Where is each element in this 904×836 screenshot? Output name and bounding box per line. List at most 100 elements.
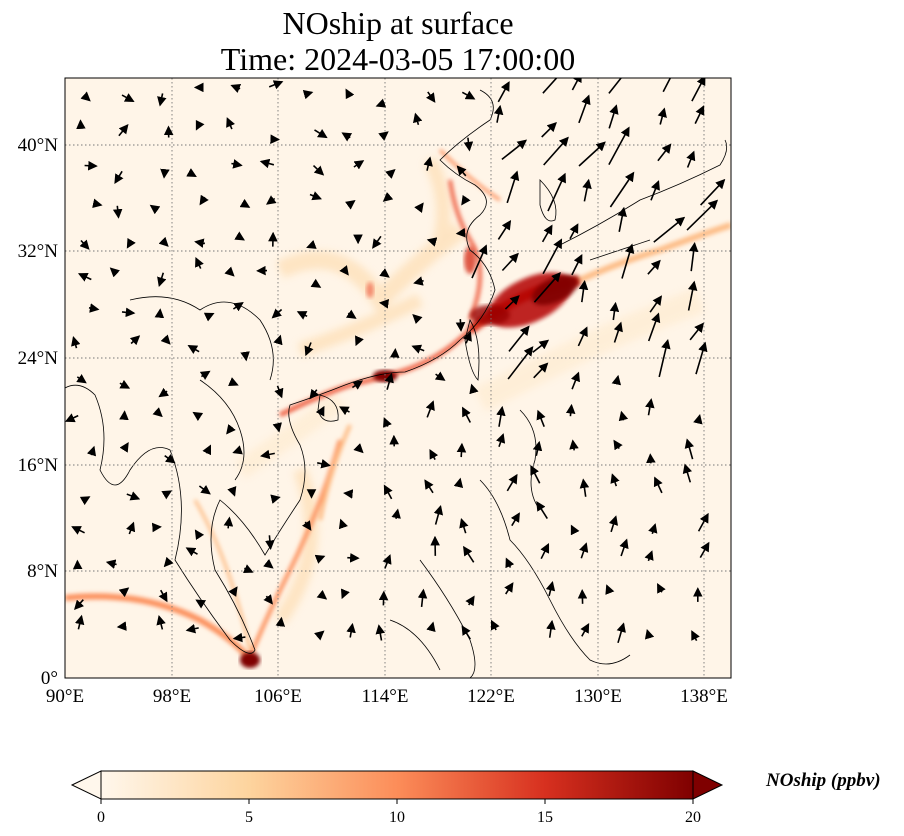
wind-arrow — [688, 242, 699, 272]
wind-arrow — [653, 476, 663, 494]
wind-arrow — [608, 78, 623, 94]
wind-arrow — [545, 580, 556, 597]
wind-arrow — [304, 342, 314, 357]
map-time-subtitle: Time: 2024-03-05 17:00:00 — [220, 41, 576, 77]
wind-arrow — [199, 370, 211, 380]
wind-arrow — [645, 398, 655, 416]
wind-arrow — [644, 550, 654, 562]
wind-arrow — [684, 438, 694, 460]
wind-arrow — [226, 117, 235, 130]
wind-arrow — [497, 81, 510, 103]
wind-arrow — [613, 321, 623, 343]
coastlines — [65, 89, 728, 678]
wind-arrow — [314, 630, 325, 641]
wind-arrow — [542, 78, 558, 94]
wind-arrow — [608, 515, 619, 533]
wind-arrow — [114, 170, 124, 184]
wind-arrow — [510, 512, 520, 527]
wind-arrow — [158, 387, 170, 398]
wind-arrow — [461, 625, 471, 640]
wind-arrow — [232, 632, 246, 643]
wind-arrow — [571, 253, 583, 276]
wind-arrow — [259, 158, 275, 169]
wind-arrow — [425, 400, 435, 418]
wind-arrow — [118, 587, 130, 598]
wind-arrow — [268, 80, 284, 90]
wind-arrow — [315, 405, 325, 417]
wind-arrow — [160, 168, 170, 179]
wind-arrow — [355, 335, 364, 347]
wind-arrow — [227, 486, 237, 497]
wind-arrow — [686, 199, 719, 231]
wind-arrow — [116, 621, 127, 631]
wind-arrow — [345, 88, 355, 100]
wind-arrow — [697, 512, 709, 532]
wind-arrow — [662, 78, 672, 93]
wind-arrow — [691, 78, 706, 102]
wind-arrow — [353, 443, 364, 454]
wind-arrow — [351, 380, 364, 390]
wind-arrow — [65, 413, 79, 423]
wind-arrow — [118, 123, 129, 137]
wind-arrow — [496, 433, 506, 448]
wind-arrow — [156, 615, 166, 630]
wind-arrow — [76, 374, 87, 384]
wind-arrow — [338, 406, 350, 416]
wind-arrow — [647, 259, 661, 275]
wind-arrow — [338, 518, 348, 530]
wind-arrow — [185, 623, 199, 634]
wind-arrow — [647, 312, 661, 342]
wind-arrow — [105, 559, 117, 569]
wind-arrow — [616, 622, 626, 644]
wind-arrow — [456, 165, 467, 177]
wind-arrow — [693, 414, 703, 425]
wind-arrow — [121, 93, 135, 102]
wind-arrow — [195, 119, 205, 131]
wind-arrow — [565, 403, 576, 417]
wind-arrow — [234, 231, 245, 241]
wind-arrow — [412, 313, 423, 325]
wind-arrow — [504, 295, 520, 310]
wind-arrow — [265, 535, 275, 550]
colorbar-tick: 5 — [245, 809, 253, 826]
wind-arrow — [455, 227, 466, 238]
wind-arrow — [384, 372, 394, 390]
lat-tick: 8°N — [27, 561, 58, 582]
wind-arrow — [226, 424, 236, 435]
wind-arrow — [579, 542, 589, 559]
wind-arrow — [456, 442, 467, 458]
wind-arrow — [505, 557, 515, 569]
colorbar-tick: 15 — [537, 809, 553, 826]
wind-arrow — [619, 538, 629, 557]
wind-arrow — [536, 501, 548, 520]
wind-arrow — [501, 139, 528, 161]
wind-arrow — [79, 496, 91, 506]
wind-arrow — [228, 377, 239, 386]
wind-arrow — [414, 202, 424, 213]
wind-arrow — [691, 630, 700, 642]
wind-arrow — [461, 194, 471, 206]
wind-arrow — [154, 308, 165, 319]
wind-arrow — [265, 195, 277, 205]
wind-arrow — [582, 178, 592, 202]
wind-arrow — [126, 491, 141, 501]
wind-arrow — [240, 351, 250, 362]
lon-tick: 90°E — [46, 686, 84, 707]
wind-arrow — [263, 558, 274, 569]
wind-arrow — [578, 94, 591, 124]
wind-arrow — [198, 484, 211, 495]
lon-tick: 114°E — [362, 686, 409, 707]
wind-arrow — [687, 280, 698, 311]
wind-arrow — [232, 302, 244, 312]
lon-tick: 106°E — [254, 686, 302, 707]
wind-vectors — [65, 78, 726, 644]
wind-arrow — [455, 319, 466, 332]
wind-arrow — [119, 379, 131, 389]
colorbar-gradient — [100, 770, 694, 800]
wind-arrow — [542, 238, 563, 275]
wind-arrow — [462, 331, 472, 344]
wind-arrow — [657, 143, 672, 162]
wind-arrow — [605, 584, 615, 595]
wind-arrow — [411, 344, 425, 354]
wind-arrow — [461, 90, 476, 100]
